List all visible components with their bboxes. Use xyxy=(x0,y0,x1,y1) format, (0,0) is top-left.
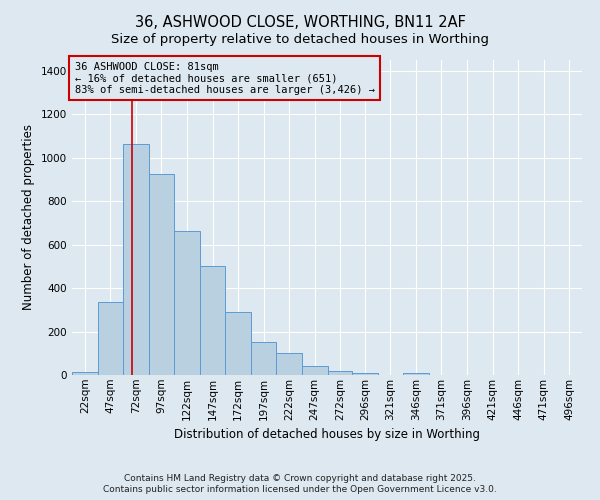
Text: 36, ASHWOOD CLOSE, WORTHING, BN11 2AF: 36, ASHWOOD CLOSE, WORTHING, BN11 2AF xyxy=(134,15,466,30)
Bar xyxy=(98,302,123,375)
Text: Size of property relative to detached houses in Worthing: Size of property relative to detached ho… xyxy=(111,32,489,46)
Bar xyxy=(277,354,302,375)
Bar xyxy=(403,373,428,375)
Bar xyxy=(123,144,149,375)
Bar xyxy=(200,266,226,375)
Bar xyxy=(251,342,277,375)
Text: Contains HM Land Registry data © Crown copyright and database right 2025.
Contai: Contains HM Land Registry data © Crown c… xyxy=(103,474,497,494)
Bar xyxy=(302,366,328,375)
Text: 36 ASHWOOD CLOSE: 81sqm
← 16% of detached houses are smaller (651)
83% of semi-d: 36 ASHWOOD CLOSE: 81sqm ← 16% of detache… xyxy=(74,62,374,95)
Bar xyxy=(328,370,352,375)
Y-axis label: Number of detached properties: Number of detached properties xyxy=(22,124,35,310)
Bar xyxy=(226,312,251,375)
X-axis label: Distribution of detached houses by size in Worthing: Distribution of detached houses by size … xyxy=(174,428,480,441)
Bar xyxy=(72,372,98,375)
Bar xyxy=(174,230,200,375)
Bar xyxy=(149,174,174,375)
Bar xyxy=(352,373,377,375)
